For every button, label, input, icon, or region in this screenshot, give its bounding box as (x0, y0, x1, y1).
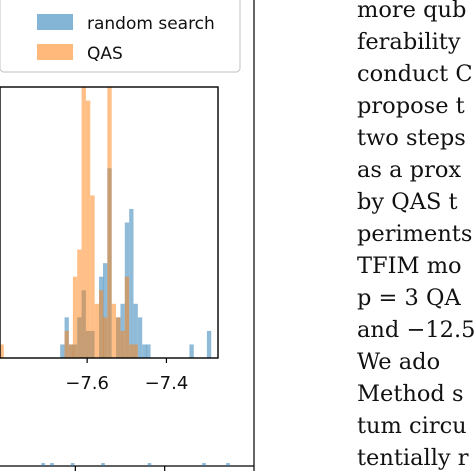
inset-x-tick-label: −7.6 (65, 373, 109, 394)
inset-bar (133, 303, 138, 358)
inset-bar (124, 276, 130, 358)
body-text-line: as a prox (357, 157, 462, 183)
body-text-line: p = 3 QA (357, 285, 461, 311)
inset-bar (129, 344, 134, 358)
body-text-line: conduct C (357, 61, 473, 87)
body-text-line: Method s (357, 381, 464, 407)
body-text-line: We ado (357, 349, 441, 375)
main-bar (226, 463, 230, 466)
inset-x-tick-label: −7.4 (145, 373, 189, 394)
inset-bar (116, 317, 121, 358)
inset-bar (111, 303, 117, 358)
body-text-line: TFIM mo (357, 253, 462, 279)
main-bars (41, 463, 230, 466)
inset-bar (142, 344, 147, 358)
inset-bar (68, 344, 74, 358)
legend-label-random-search: random search (87, 14, 215, 34)
main-x-ticks: −4−3−2 (63, 466, 267, 474)
inset-bar (146, 344, 151, 358)
inset-bars (0, 87, 212, 359)
body-text-line: more qub (357, 0, 467, 23)
legend: random search QAS (0, 0, 241, 73)
inset-bar (85, 100, 91, 359)
body-text-line: two steps (357, 125, 466, 151)
body-text-line: ferability (357, 29, 461, 55)
inset-bar (99, 290, 104, 358)
main-bar (70, 463, 75, 466)
inset-bar (77, 249, 82, 358)
inset-bar (90, 195, 95, 358)
inset-bar (120, 330, 125, 358)
inset-bar (81, 87, 86, 358)
main-bar (202, 463, 206, 466)
inset-bar (64, 330, 69, 358)
main-bar (101, 463, 105, 466)
inset-bar (133, 344, 138, 358)
inset-bar (94, 303, 99, 358)
main-bar (50, 463, 54, 466)
body-text-line: propose t (357, 93, 465, 119)
legend-swatch-qas (37, 44, 73, 60)
inset-bar (60, 344, 65, 358)
body-text-line: by QAS t (357, 189, 458, 215)
inset-bar (129, 208, 134, 358)
inset-bar (107, 87, 112, 358)
body-text-line: periments (357, 221, 473, 247)
inset-bar (103, 317, 108, 358)
body-text-line: tum circu (357, 413, 467, 439)
legend-swatch-random-search (37, 14, 73, 30)
main-bar (41, 463, 45, 466)
inset-bar (137, 317, 143, 358)
inset-bar (103, 263, 108, 358)
body-text-line: tentially r (357, 445, 469, 471)
inset-frame (0, 86, 219, 359)
body-text-line: and −12.5 (357, 317, 474, 343)
inset-bar (189, 344, 194, 358)
inset-axes: −7.6 −7.4 (0, 86, 219, 394)
inset-bar (206, 330, 212, 358)
legend-label-qas: QAS (87, 44, 123, 64)
inset-x-ticks: −7.6 −7.4 (65, 358, 188, 394)
inset-bar (72, 276, 78, 358)
main-bar (147, 463, 152, 466)
inset-bar (0, 344, 4, 358)
